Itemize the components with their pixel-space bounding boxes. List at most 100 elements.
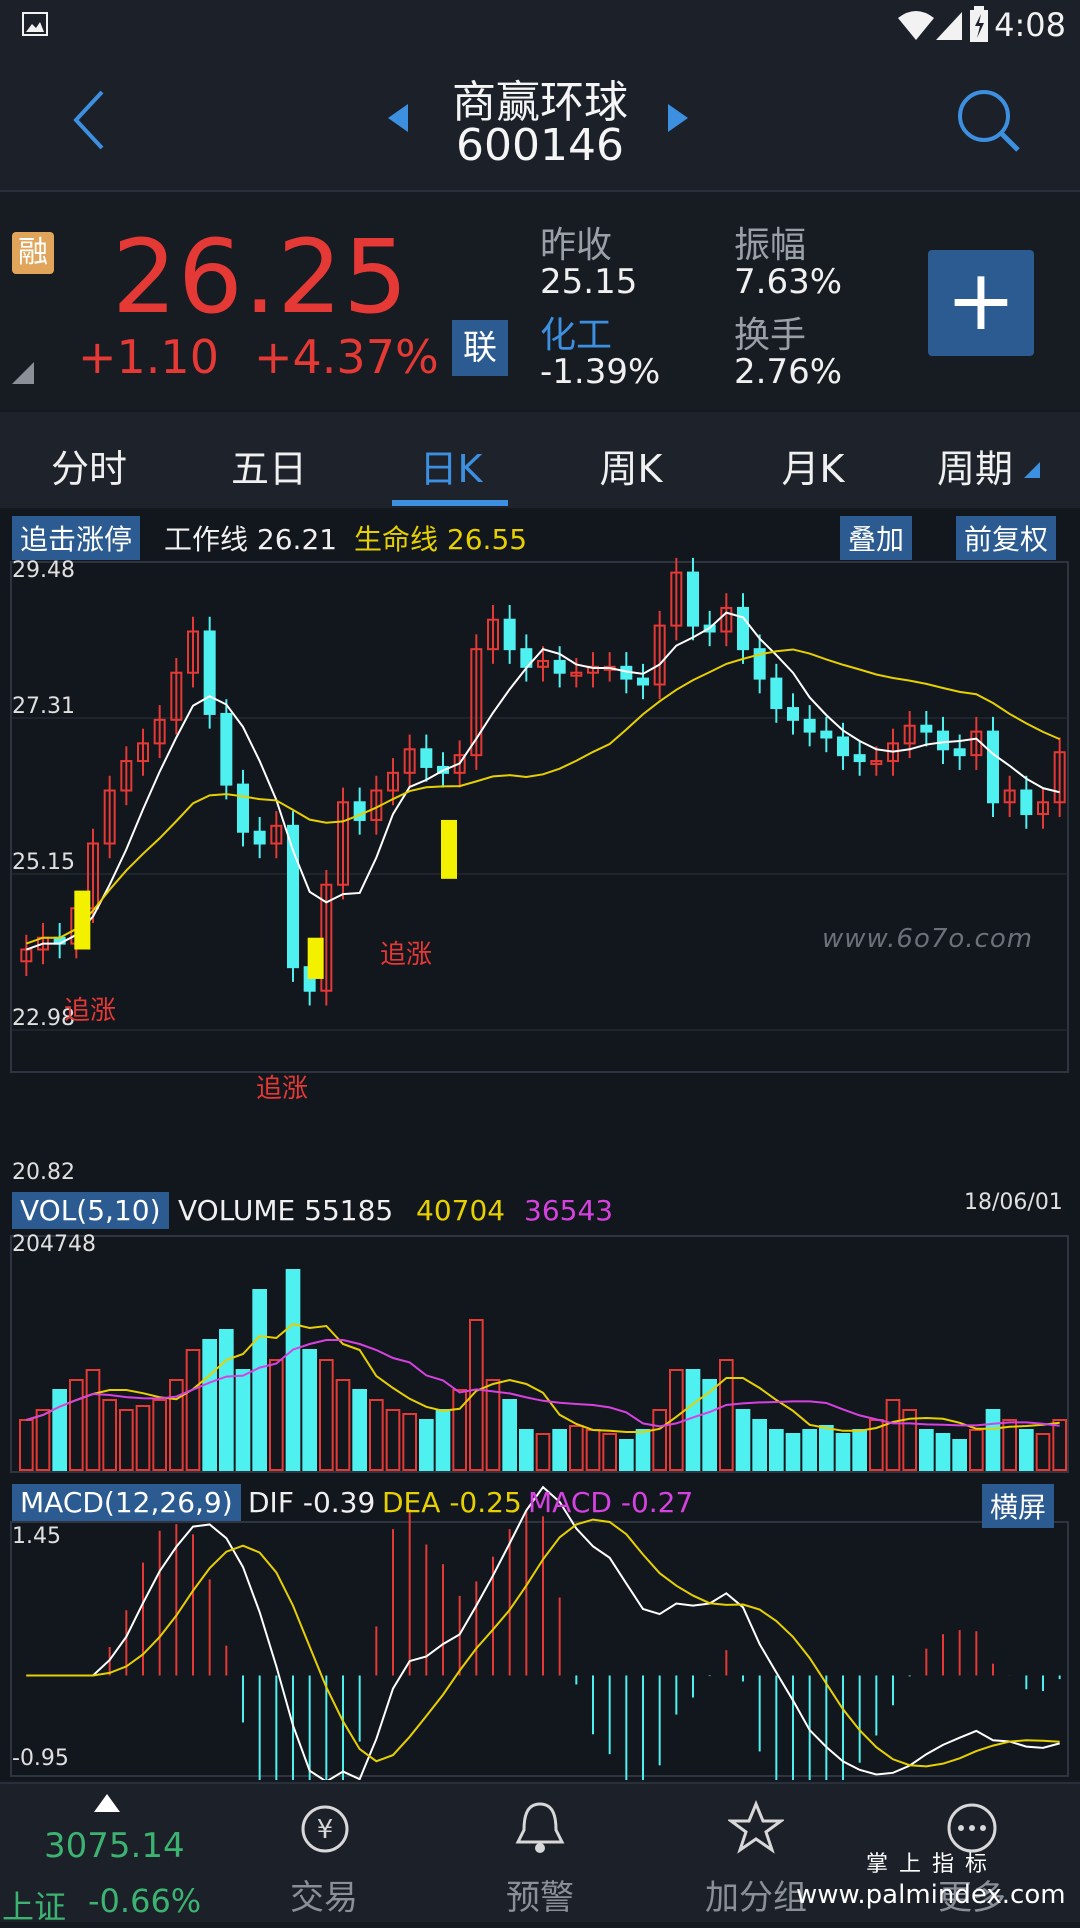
candle-body — [570, 671, 583, 677]
candle-body — [753, 648, 766, 680]
price-change: +1.10 — [78, 330, 219, 384]
candle-body — [1020, 789, 1033, 816]
macd-bottom: -0.95 — [12, 1746, 69, 1771]
prev-close-value: 25.15 — [540, 262, 638, 302]
volume-bar — [202, 1339, 217, 1471]
candle-body — [353, 801, 366, 821]
overlay-button[interactable]: 叠加 — [840, 516, 913, 560]
volume-bar — [969, 1429, 984, 1471]
prev-stock-button[interactable] — [386, 102, 410, 134]
adjust-button[interactable]: 前复权 — [956, 516, 1057, 560]
chart-area[interactable]: 追击涨停 工作线 26.21 生命线 26.55 叠加 前复权 29.48 27… — [0, 510, 1080, 1780]
bell-icon[interactable] — [514, 1800, 566, 1856]
sector-value: -1.39% — [540, 352, 661, 392]
svg-text:¥: ¥ — [317, 1815, 334, 1845]
volume-bar — [335, 1379, 351, 1471]
linked-button[interactable]: 联 — [452, 320, 508, 376]
volume-bar — [369, 1399, 384, 1471]
tab-period[interactable]: 周期 — [936, 447, 1013, 491]
dif-value: -0.39 — [302, 1486, 376, 1519]
volume-bar — [502, 1399, 518, 1471]
volume-bar — [219, 1329, 234, 1471]
expand-up-icon[interactable] — [94, 1794, 120, 1814]
index-value[interactable]: 3075.14 — [44, 1826, 185, 1866]
wifi-icon — [898, 11, 934, 40]
candle-body — [537, 659, 549, 668]
search-button[interactable] — [956, 88, 1022, 154]
volume-bar — [985, 1409, 1001, 1471]
tab-intraday[interactable]: 分时 — [50, 447, 127, 491]
volume-bar — [735, 1409, 751, 1471]
sector-label[interactable]: 化工 — [540, 315, 613, 356]
candle-body — [420, 748, 433, 768]
strategy-badge[interactable]: 追击涨停 — [12, 516, 141, 560]
tab-weekly-k[interactable]: 周K — [599, 447, 663, 491]
index-name[interactable]: 上证 — [2, 1888, 67, 1926]
volume-bar — [1035, 1433, 1051, 1471]
signal-label-3: 追涨 — [380, 940, 433, 970]
candle-body — [737, 606, 749, 651]
next-stock-button[interactable] — [666, 102, 690, 134]
more-icon[interactable] — [944, 1800, 1000, 1856]
candle-body — [103, 789, 116, 845]
volume-value: 55185 — [304, 1194, 394, 1227]
volume-bar — [1052, 1419, 1068, 1471]
volume-bar — [935, 1433, 951, 1471]
candle-body — [687, 571, 699, 627]
volume-label: VOLUME — [178, 1194, 296, 1227]
signal-icon — [936, 12, 962, 40]
trade-icon[interactable]: ¥ — [298, 1802, 352, 1856]
volume-bar — [152, 1399, 167, 1471]
volume-bar — [902, 1409, 917, 1471]
stock-name: 商赢环球 — [452, 77, 628, 128]
add-watchlist-button[interactable]: + — [928, 250, 1034, 356]
tab-monthly-k[interactable]: 月K — [781, 447, 845, 491]
tab-daily-k[interactable]: 日K — [419, 447, 483, 491]
back-button[interactable] — [70, 88, 110, 152]
life-line-value: 26.55 — [446, 523, 528, 556]
macd-value-legend: MACD -0.27 — [528, 1486, 693, 1519]
y-label-3: 25.15 — [12, 850, 75, 875]
stock-code: 600146 — [456, 120, 624, 171]
nav-add-group[interactable]: 加分组 — [705, 1878, 807, 1918]
volume-bar — [1019, 1429, 1034, 1471]
volume-bar — [385, 1409, 401, 1471]
candle-body — [470, 648, 483, 757]
candle-body — [887, 742, 899, 763]
dea-label: DEA — [382, 1486, 441, 1519]
life-line-legend: 生命线 26.55 — [354, 518, 527, 558]
candle-body — [670, 571, 683, 627]
work-line-label: 工作线 — [164, 523, 249, 556]
signal-bar — [441, 819, 457, 879]
battery-icon — [970, 6, 988, 42]
nav-trade[interactable]: 交易 — [290, 1878, 358, 1918]
dea-value: -0.25 — [449, 1486, 522, 1519]
volume-bar — [435, 1409, 451, 1471]
corner-triangle-icon — [12, 362, 34, 384]
volume-bar — [702, 1379, 717, 1471]
volume-bar — [919, 1429, 934, 1471]
candle-body — [837, 736, 849, 757]
volume-ma10: 36543 — [524, 1194, 614, 1227]
landscape-button[interactable]: 横屏 — [982, 1484, 1055, 1528]
current-price: 26.25 — [112, 218, 410, 337]
turnover-label: 换手 — [734, 315, 807, 356]
nav-alert[interactable]: 预警 — [506, 1878, 574, 1918]
volume-bar — [569, 1425, 584, 1471]
signal-label-1: 追涨 — [64, 996, 117, 1026]
volume-date: 18/06/01 — [964, 1190, 1063, 1215]
turnover-value: 2.76% — [734, 352, 843, 392]
volume-bar — [602, 1433, 617, 1471]
volume-bar — [185, 1349, 201, 1471]
nav-more[interactable]: 更多 — [938, 1878, 1006, 1918]
volume-badge[interactable]: VOL(5,10) — [12, 1192, 169, 1229]
macd-badge[interactable]: MACD(12,26,9) — [12, 1484, 241, 1521]
candle-body — [120, 760, 133, 792]
volume-bar — [885, 1399, 901, 1471]
volume-bar — [269, 1359, 284, 1471]
tab-five-day[interactable]: 五日 — [230, 447, 307, 491]
candle-body — [403, 748, 416, 774]
volume-bar — [952, 1439, 967, 1471]
candle-body — [1003, 789, 1016, 804]
star-icon[interactable] — [728, 1800, 784, 1856]
